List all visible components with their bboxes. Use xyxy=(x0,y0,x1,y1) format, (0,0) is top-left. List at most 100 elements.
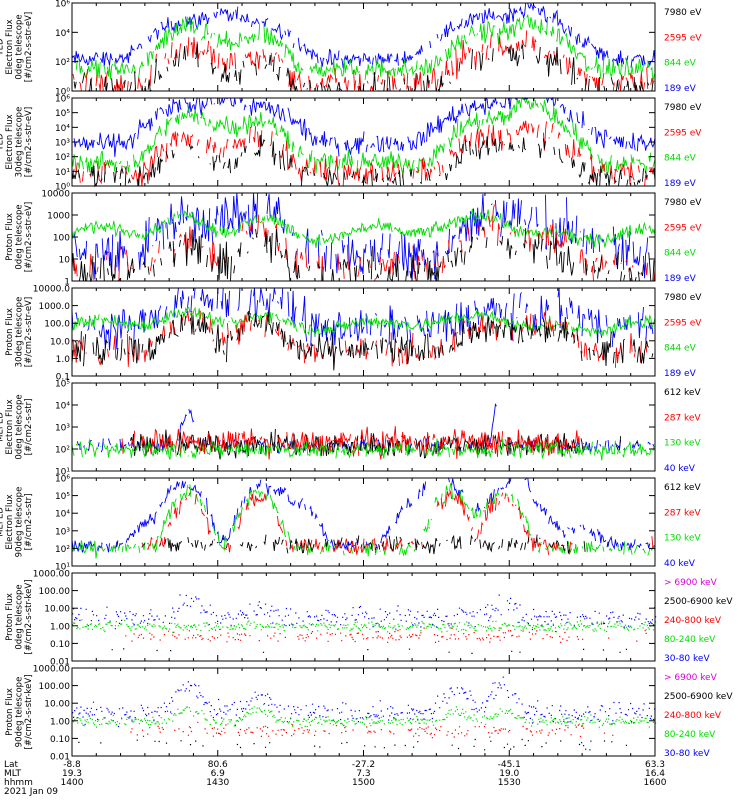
y-axis-label-line: 30deg telescope xyxy=(15,107,25,178)
data-line xyxy=(74,44,655,91)
legend-entry: 844 eV xyxy=(664,154,697,164)
y-tick-label: 100.0 xyxy=(44,320,70,330)
y-tick-label: 10¹ xyxy=(55,468,70,478)
series-3-3 xyxy=(73,204,656,282)
footer-value: 1600 xyxy=(644,778,667,788)
panel-5: 10¹ 10² 10³ 10⁴ 10⁵ MEPED Electron Flux 0deg te… xyxy=(0,380,701,478)
legend-entry: > 6900 keV xyxy=(664,578,718,588)
y-axis-label-line: [#/cm2-s-str-eV] xyxy=(24,12,34,82)
data-line xyxy=(71,477,656,553)
series-3-4 xyxy=(71,225,655,283)
y-tick-label: 10⁶ xyxy=(55,0,70,10)
y-tick-label: 10⁴ xyxy=(55,510,70,520)
plot-frame xyxy=(71,572,656,662)
y-axis-label: Proton Flux 0deg telescope [#/cm2-s-str-ke… xyxy=(5,580,34,655)
y-tick-label: 10⁶ xyxy=(55,95,70,105)
footer-value: 16.4 xyxy=(645,769,665,779)
legend-entry: 80-240 keV xyxy=(664,635,716,645)
y-tick-label: 1000.00 xyxy=(33,570,70,580)
legend-entry: 2595 eV xyxy=(664,223,702,233)
y-tick-label: 10⁶ xyxy=(55,475,70,485)
data-line xyxy=(100,490,654,555)
legend-entry: 130 keV xyxy=(664,534,701,544)
series-5-4 xyxy=(71,438,655,461)
series-7-1 xyxy=(72,594,657,633)
data-line xyxy=(71,134,656,188)
legend-entry: 2595 eV xyxy=(664,318,702,328)
y-axis-label-line: 90deg telescope xyxy=(15,677,25,748)
legend-entry: 7980 eV xyxy=(664,198,702,208)
data-points xyxy=(111,648,628,654)
footer-value: -27.2 xyxy=(352,760,375,770)
y-tick-label: 10² xyxy=(55,58,70,68)
y-axis-label-line: Electron Flux xyxy=(5,494,15,549)
y-axis-label-line: TED xyxy=(0,133,6,152)
legend-entry: 844 eV xyxy=(664,344,697,354)
y-axis-label-line: MEPED xyxy=(0,412,6,442)
series-7-2 xyxy=(72,619,657,633)
y-tick-label: 10² xyxy=(55,446,70,456)
data-points xyxy=(72,619,657,633)
plot-frame xyxy=(71,382,656,472)
y-axis-label-line: 0deg telescope xyxy=(15,394,25,459)
footer-value: 1530 xyxy=(498,778,521,788)
y-tick-label: 10⁴ xyxy=(55,124,70,134)
y-axis-label: Proton Flux 0deg telescope [#/cm2-s-str-eV… xyxy=(5,202,34,272)
legend-entry: 189 eV xyxy=(664,274,697,284)
y-axis-label: Proton Flux 90deg telescope [#/cm2-s-str-k… xyxy=(5,675,34,750)
legend-entry: 7980 eV xyxy=(664,8,702,18)
y-tick-label: 10.00 xyxy=(44,605,70,615)
series-1-3 xyxy=(72,30,655,93)
y-tick-label: 1 xyxy=(64,278,70,288)
y-axis-label-line: Proton Flux xyxy=(5,308,15,356)
y-tick-label: 10³ xyxy=(55,527,70,537)
series-2-4 xyxy=(71,134,656,188)
footer-row-label: MLT xyxy=(4,769,22,779)
data-line xyxy=(73,204,656,282)
y-axis-label: Proton Flux 30deg telescope [#/cm2-s-str-e… xyxy=(5,297,34,368)
plot-frame xyxy=(71,477,656,567)
y-axis-label-line: 0deg telescope xyxy=(15,14,25,79)
series-6-1 xyxy=(71,477,656,553)
series-3-2 xyxy=(71,208,656,248)
y-tick-label: 10.0 xyxy=(50,337,70,347)
y-tick-label: 1000.0 xyxy=(39,302,71,312)
legend-entry: 130 keV xyxy=(664,439,701,449)
data-line xyxy=(71,208,656,248)
legend-entry: 844 eV xyxy=(664,249,697,259)
y-tick-label: 1000.00 xyxy=(33,665,70,675)
legend-entry: 7980 eV xyxy=(664,293,702,303)
series-1-2 xyxy=(75,14,656,82)
y-tick-label: 1.0 xyxy=(56,355,71,365)
panel-2: 10⁰ 10¹ 10² 10³ 10⁴ 10⁵ 10⁶ TED Electron Flux 30d… xyxy=(0,95,702,193)
y-axis-label-line: 0deg telescope xyxy=(15,584,25,649)
y-tick-label: 10⁴ xyxy=(55,29,70,39)
legend-entry: 40 keV xyxy=(664,559,696,569)
data-line xyxy=(72,30,655,93)
footer-value: 1500 xyxy=(352,778,375,788)
panel-1: 10⁰ 10² 10⁴ 10⁶ TED Electron Flux 0deg telesco… xyxy=(0,0,702,98)
series-8-3 xyxy=(130,721,614,739)
footer-row-label: Lat xyxy=(4,760,19,770)
y-axis-label-line: [#/cm2-s-str-eV] xyxy=(24,107,34,177)
legend-entry: 612 keV xyxy=(664,388,701,398)
legend-entry: 844 eV xyxy=(664,59,697,69)
footer-value: 80.6 xyxy=(208,760,228,770)
y-tick-label: 10⁵ xyxy=(55,492,70,502)
legend-entry: 2500-6900 keV xyxy=(664,597,733,607)
legend-entry: 612 keV xyxy=(664,483,701,493)
legend-entry: 189 eV xyxy=(664,369,697,379)
y-tick-label: 1.00 xyxy=(50,622,70,632)
data-points xyxy=(78,738,628,751)
y-tick-label: 10⁰ xyxy=(55,183,70,193)
y-axis-label-line: Proton Flux xyxy=(5,688,15,736)
y-tick-label: 10³ xyxy=(55,139,70,149)
y-axis-label-line: Electron Flux xyxy=(5,19,15,74)
data-points xyxy=(72,703,657,728)
y-tick-label: 10 xyxy=(59,256,71,266)
y-tick-label: 10² xyxy=(55,153,70,163)
footer-value: -45.1 xyxy=(498,760,521,770)
